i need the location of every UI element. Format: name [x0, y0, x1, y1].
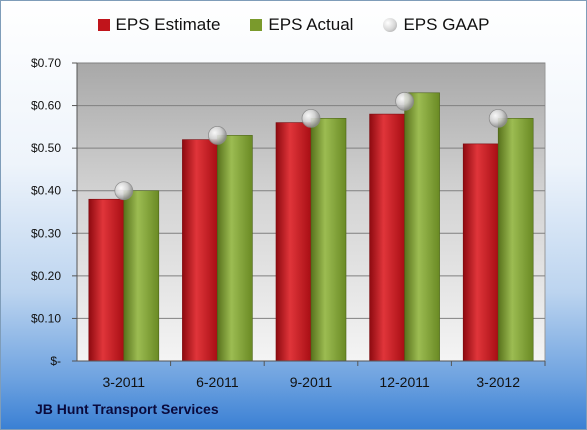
- y-tick-label: $-: [50, 354, 61, 368]
- bar-eps-estimate: [275, 122, 312, 362]
- gaap-markers: [114, 91, 508, 201]
- y-tick-label: $0.70: [31, 56, 61, 70]
- x-tick-label: 12-2011: [379, 374, 430, 390]
- marker-eps-gaap: [207, 125, 227, 145]
- y-tick-label: $0.20: [31, 269, 61, 283]
- legend-label-actual: EPS Actual: [268, 15, 354, 34]
- bar-eps-actual: [217, 135, 253, 362]
- x-tick-label: 3-2011: [103, 374, 146, 390]
- x-tick-label: 6-2011: [196, 374, 239, 390]
- bar-eps-estimate: [88, 198, 125, 362]
- axes: $- $0.10 $0.20 $0.30 $0.40 $0.50 $0.60 $0.70 3-2…: [31, 56, 546, 390]
- y-tick-label: $0.10: [31, 311, 61, 325]
- x-tick-label: 3-2012: [476, 374, 520, 390]
- legend-label-gaap: EPS GAAP: [403, 15, 490, 34]
- marker-eps-gaap: [395, 91, 415, 111]
- bar-eps-actual: [310, 118, 347, 362]
- bar-eps-estimate: [182, 139, 218, 362]
- bar-eps-actual: [404, 92, 440, 362]
- bar-eps-estimate: [369, 113, 405, 362]
- legend-item-actual: EPS Actual: [250, 15, 353, 35]
- y-tick-label: $0.40: [31, 184, 61, 198]
- legend-swatch-gaap: [383, 18, 398, 32]
- y-tick-label: $0.30: [31, 226, 61, 240]
- x-tick-label: 9-2011: [290, 374, 333, 390]
- bar-eps-actual: [123, 190, 160, 362]
- bar-eps-estimate: [462, 143, 499, 362]
- legend-item-gaap: EPS GAAP: [383, 15, 489, 35]
- legend-swatch-estimate: [97, 19, 110, 31]
- legend-label-estimate: EPS Estimate: [115, 15, 221, 34]
- marker-eps-gaap: [114, 181, 134, 201]
- legend-swatch-actual: [250, 19, 263, 31]
- y-tick-label: $0.50: [31, 141, 61, 155]
- marker-eps-gaap: [488, 108, 508, 128]
- y-tick-label: $0.60: [31, 99, 61, 113]
- legend-item-estimate: EPS Estimate: [97, 15, 221, 35]
- company-name: JB Hunt Transport Services: [35, 401, 219, 417]
- chart-legend: EPS Estimate EPS Actual EPS GAAP: [1, 15, 586, 35]
- bar-eps-actual: [497, 118, 534, 362]
- marker-eps-gaap: [301, 108, 321, 128]
- bars: [88, 92, 534, 362]
